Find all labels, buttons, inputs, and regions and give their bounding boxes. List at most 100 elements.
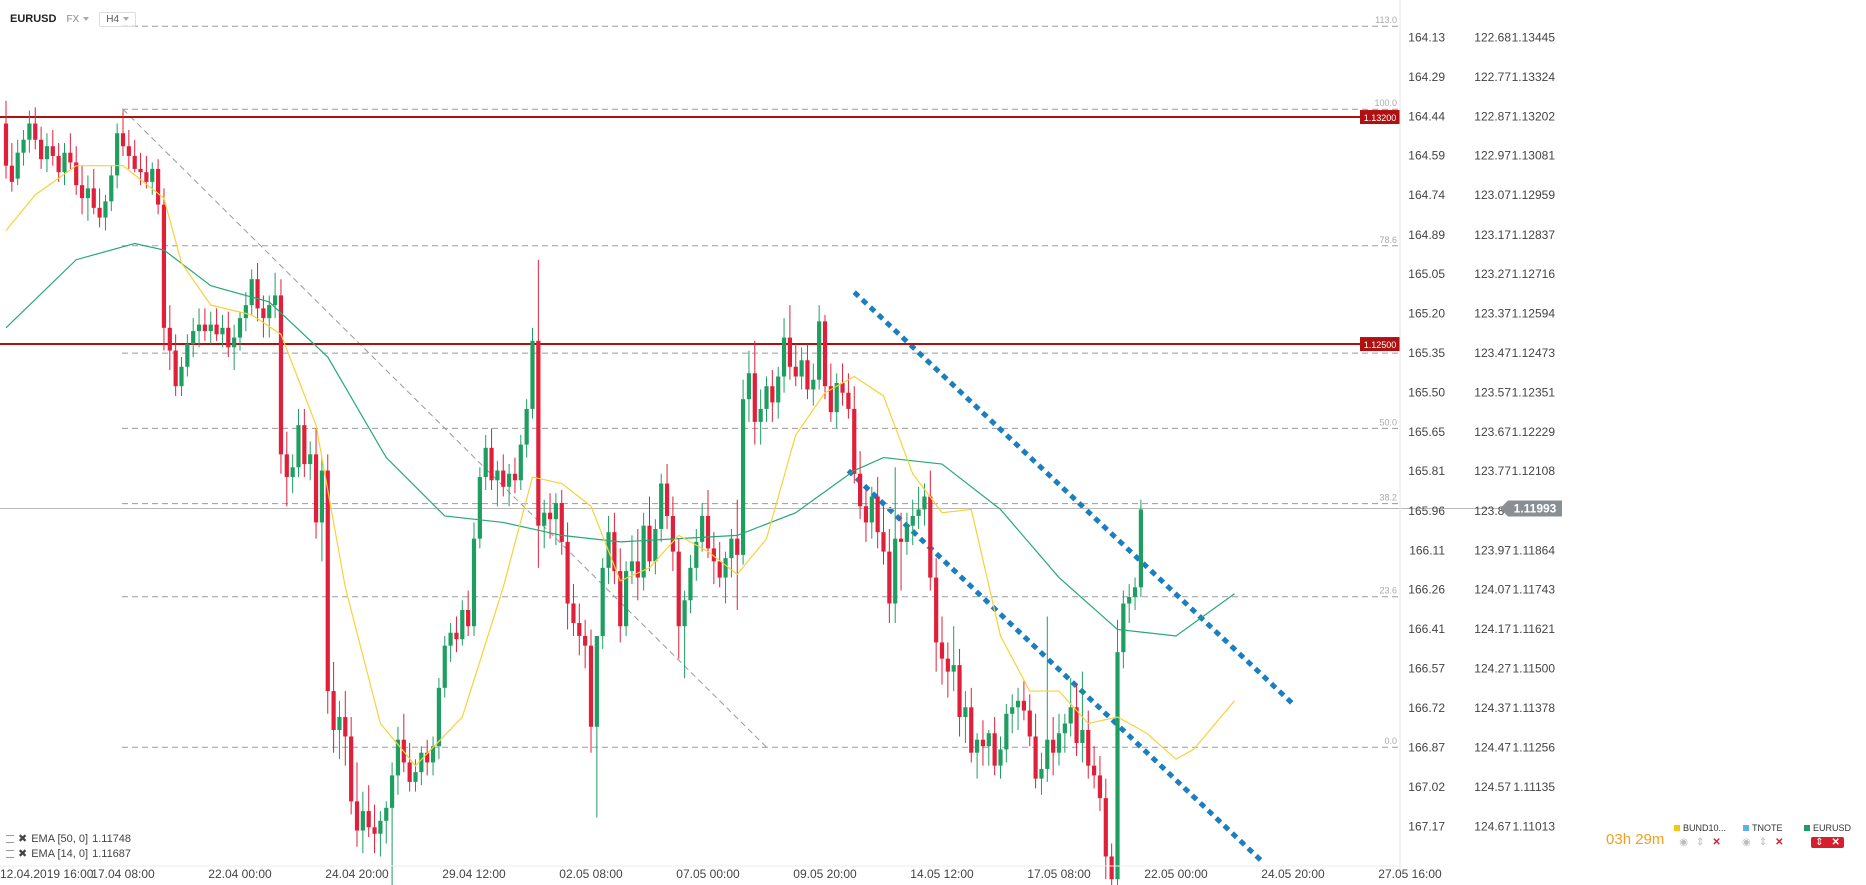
price-axis-tick: 1.11743 (1513, 583, 1556, 597)
bund-axis-tick: 164.59 (1408, 149, 1445, 163)
instrument-eurusd[interactable]: EURUSD ⇕ ✕ (1804, 823, 1851, 848)
eye-icon[interactable]: ◉ (1742, 837, 1751, 848)
fib-label: 0.0 (1384, 736, 1397, 746)
candle-body (284, 454, 289, 478)
candle-body (559, 502, 564, 542)
indicator-label: EMA [14, 0] (31, 847, 89, 860)
ema14-line (5, 165, 1235, 767)
close-icon[interactable]: ✕ (1712, 837, 1721, 848)
instrument-controls: ◉ ⇕ ✕ (1742, 837, 1784, 848)
candle-body (700, 515, 705, 542)
move-icon[interactable]: ⇕ (1815, 837, 1824, 848)
market-selector[interactable]: FX (66, 14, 90, 25)
countdown-hours-unit: h (1622, 831, 1632, 848)
candle-body (395, 739, 401, 776)
timeframe-selector[interactable]: H4 (99, 11, 137, 27)
candle-body (951, 665, 956, 672)
candle-body (430, 746, 436, 763)
candle-body (875, 496, 880, 533)
candle-body (366, 811, 371, 828)
close-icon[interactable]: ✖ (18, 833, 28, 845)
candle-body (887, 551, 892, 604)
candle-body (296, 425, 301, 468)
candle-body (729, 538, 734, 559)
candle-body (1103, 798, 1108, 857)
close-icon[interactable]: ✖ (18, 848, 28, 860)
close-icon[interactable]: ✕ (1831, 837, 1840, 848)
price-axis-tick: 1.13081 (1512, 149, 1556, 163)
candle-body (939, 642, 945, 659)
candle-body (647, 525, 652, 562)
indicator-ema14[interactable]: ✖ EMA [14, 0] 1.11687 (6, 847, 131, 860)
bund-axis-tick: 166.57 (1408, 661, 1445, 675)
tnote-axis-tick: 124.47 (1474, 741, 1511, 755)
move-icon[interactable]: ⇕ (1758, 837, 1768, 848)
bund-axis-tick: 166.41 (1408, 622, 1445, 636)
tnote-axis-tick: 124.07 (1474, 583, 1511, 597)
tnote-axis-tick: 123.47 (1474, 346, 1511, 360)
candle-body (390, 775, 395, 808)
instrument-bund[interactable]: BUND10... ◉ ⇕ ✕ (1674, 823, 1726, 848)
instrument-tnote[interactable]: TNOTE ◉ ⇕ ✕ (1742, 823, 1784, 848)
bund-axis-tick: 167.02 (1408, 780, 1445, 794)
price-axis-tick: 1.12351 (1512, 385, 1556, 399)
candle-body (56, 155, 61, 173)
tnote-axis-tick: 124.67 (1474, 819, 1511, 833)
candle-body (542, 512, 547, 526)
timeframe-label: H4 (106, 13, 120, 25)
countdown-minutes: 29 (1635, 831, 1652, 848)
candle-body (553, 502, 558, 520)
price-axis-tick: 1.11256 (1513, 741, 1556, 755)
candle-body (343, 717, 348, 737)
tnote-axis-tick: 124.17 (1474, 622, 1511, 636)
candle-body (986, 733, 991, 747)
candle-body (261, 308, 266, 319)
candle-body (957, 665, 962, 718)
candle-body (1127, 597, 1132, 604)
candle-body (898, 538, 904, 542)
price-axis-tick: 1.11864 (1513, 543, 1556, 557)
candle-body (998, 749, 1003, 766)
candle-body (419, 752, 424, 773)
candle-body (524, 408, 529, 445)
candle-body (3, 123, 9, 166)
candle-body (91, 188, 96, 208)
candle-body (1115, 652, 1120, 880)
bund-axis-tick: 164.74 (1408, 188, 1445, 202)
candle-body (746, 373, 752, 400)
move-icon[interactable]: ⇕ (1695, 837, 1705, 848)
candle-body (670, 515, 675, 552)
candle-body (817, 321, 822, 380)
candle-body (39, 139, 44, 160)
list-icon (6, 834, 14, 843)
candle-body (934, 577, 939, 643)
candle-body (787, 337, 792, 367)
candle-body (425, 752, 430, 763)
indicator-ema50[interactable]: ✖ EMA [50, 0] 1.11748 (6, 832, 131, 845)
candle-body (688, 567, 693, 601)
close-icon[interactable]: ✕ (1775, 837, 1784, 848)
fib-label: 100.0 (1374, 98, 1397, 108)
tnote-axis-tick: 123.17 (1474, 228, 1511, 242)
fib-label: 113.0 (1375, 15, 1397, 25)
candle-body (109, 175, 114, 202)
tnote-axis-tick: 124.37 (1474, 701, 1511, 715)
candle-body (1033, 736, 1038, 779)
candle-body (893, 538, 898, 604)
candle-body (454, 632, 459, 640)
candle-body (313, 454, 319, 523)
candle-body (97, 207, 102, 218)
candle-body (337, 717, 342, 730)
candle-body (413, 772, 418, 782)
candle-body (495, 470, 500, 481)
eye-icon[interactable]: ◉ (1679, 837, 1688, 848)
candle-body (992, 733, 997, 766)
bund-axis-tick: 164.29 (1408, 70, 1445, 84)
candle-body (881, 532, 886, 552)
candle-body (781, 337, 787, 377)
candle-body (565, 541, 570, 604)
candle-body (384, 807, 389, 821)
symbol-label[interactable]: EURUSD (10, 13, 57, 25)
chevron-down-icon (123, 17, 130, 21)
